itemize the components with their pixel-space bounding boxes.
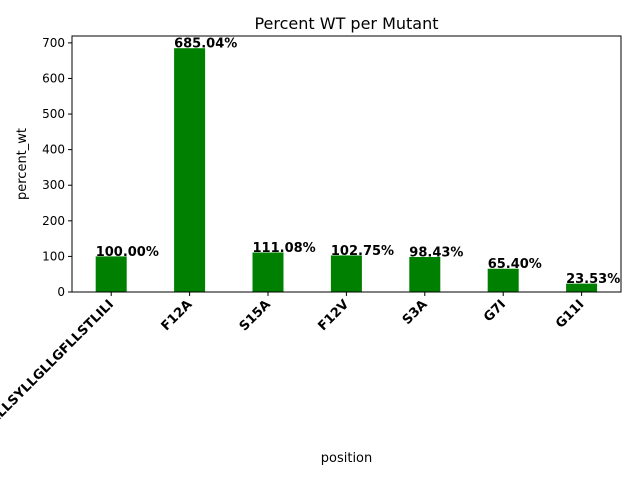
data-label: 23.53% xyxy=(566,272,620,287)
bar xyxy=(566,283,598,292)
data-label: 98.43% xyxy=(409,245,463,260)
y-tick-label: 600 xyxy=(42,71,65,85)
y-tick-label: 700 xyxy=(42,36,65,50)
bar xyxy=(95,256,127,292)
data-label: 65.40% xyxy=(488,257,542,272)
bar xyxy=(330,255,362,292)
x-tick-label: F12A xyxy=(159,297,196,334)
x-tick-label: S3A xyxy=(400,297,431,328)
y-tick-label: 400 xyxy=(42,143,65,157)
y-axis-label: percent_wt xyxy=(15,128,30,200)
data-label: 111.08% xyxy=(253,241,316,256)
x-tick-label: LLLSYLLGLLGFLLSTLILI xyxy=(0,297,117,426)
bar xyxy=(487,268,519,292)
y-tick-label: 0 xyxy=(57,285,65,299)
data-label: 102.75% xyxy=(331,244,394,259)
chart-title: Percent WT per Mutant xyxy=(254,14,438,33)
x-tick-label: G7I xyxy=(481,297,509,325)
y-tick-label: 300 xyxy=(42,178,65,192)
y-tick-label: 200 xyxy=(42,214,65,228)
data-label: 100.00% xyxy=(96,245,159,260)
bar xyxy=(252,252,284,292)
x-tick-label: G11I xyxy=(553,297,587,331)
data-label: 685.04% xyxy=(174,37,237,52)
bar xyxy=(409,256,441,292)
y-tick-label: 500 xyxy=(42,107,65,121)
x-tick-label: F12V xyxy=(315,297,352,334)
y-tick-label: 100 xyxy=(42,249,65,263)
x-axis-label: position xyxy=(321,451,373,466)
bar xyxy=(174,48,206,292)
x-tick-label: S15A xyxy=(237,297,274,334)
